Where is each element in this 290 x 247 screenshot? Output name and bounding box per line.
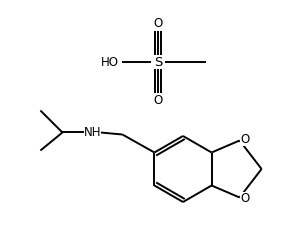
Text: S: S	[154, 56, 162, 68]
Text: O: O	[240, 133, 249, 146]
Text: O: O	[153, 18, 163, 30]
Text: NH: NH	[84, 126, 101, 139]
Text: HO: HO	[101, 56, 119, 68]
Text: O: O	[240, 192, 249, 205]
Text: O: O	[153, 94, 163, 106]
